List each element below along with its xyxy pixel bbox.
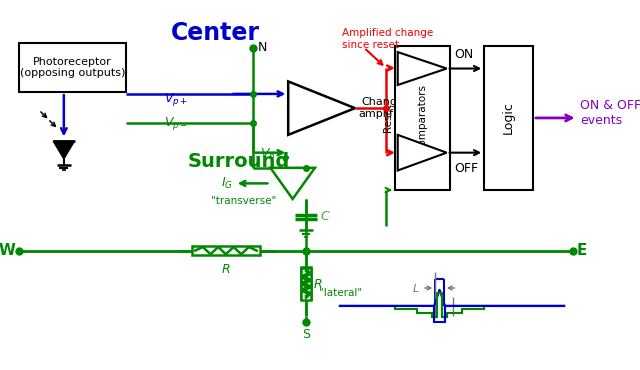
Bar (19, 43, 126, 92)
Polygon shape (397, 52, 447, 85)
Polygon shape (397, 135, 447, 171)
Bar (301, 268, 311, 300)
Text: OFF: OFF (454, 162, 479, 175)
Bar (395, 46, 451, 190)
Text: Photoreceptor
(opposing outputs): Photoreceptor (opposing outputs) (20, 57, 125, 78)
Text: Reset: Reset (383, 104, 393, 132)
Text: Center: Center (171, 21, 260, 46)
Text: "lateral": "lateral" (319, 288, 362, 298)
Text: ON & OFF
events: ON & OFF events (580, 100, 640, 128)
Text: W: W (0, 243, 16, 258)
Polygon shape (288, 81, 355, 135)
Text: $L$: $L$ (412, 282, 420, 294)
Text: E: E (577, 243, 587, 258)
Text: Comparators: Comparators (418, 84, 428, 152)
Polygon shape (270, 168, 315, 199)
Text: $V_{p+}$: $V_{p+}$ (164, 91, 189, 108)
Text: Surround: Surround (188, 152, 291, 171)
Text: $G$: $G$ (286, 174, 299, 189)
Bar (484, 46, 533, 190)
Text: $C$: $C$ (320, 210, 331, 223)
Bar (191, 246, 260, 255)
Text: "transverse": "transverse" (211, 196, 276, 206)
Text: $I_G$: $I_G$ (221, 176, 233, 191)
Text: Logic: Logic (502, 101, 515, 134)
Polygon shape (53, 141, 74, 159)
Bar (301, 267, 311, 299)
Text: Amplified change
since reset: Amplified change since reset (342, 28, 433, 50)
Text: N: N (258, 41, 268, 54)
Text: Change
amplifier: Change amplifier (358, 97, 408, 119)
Text: $V_{p-}$: $V_{p-}$ (164, 115, 189, 132)
Text: $R$: $R$ (313, 278, 323, 291)
Text: ON: ON (454, 48, 474, 61)
Text: $V_h$: $V_h$ (260, 147, 275, 162)
Text: $R$: $R$ (221, 263, 230, 276)
Text: S: S (302, 328, 310, 341)
